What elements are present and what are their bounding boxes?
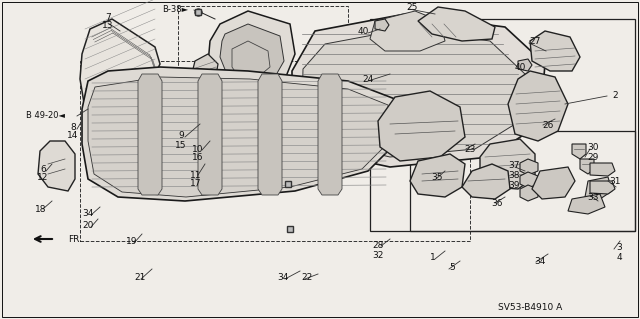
Text: 23: 23 [464,145,476,153]
Text: 34: 34 [534,256,546,265]
Polygon shape [208,11,295,104]
Polygon shape [520,185,538,201]
Text: 21: 21 [134,273,146,283]
Polygon shape [138,74,162,195]
Text: B 49-20◄: B 49-20◄ [26,112,65,121]
Polygon shape [302,29,525,157]
Text: 25: 25 [406,3,418,11]
Text: 1: 1 [430,254,436,263]
Text: 32: 32 [372,250,384,259]
Polygon shape [590,181,615,194]
Text: 31: 31 [609,176,621,186]
Bar [410,131,635,231]
Text: 34: 34 [83,210,93,219]
Polygon shape [258,74,282,195]
Polygon shape [378,91,465,161]
Polygon shape [520,172,538,188]
Text: 38: 38 [508,172,520,181]
Text: 35: 35 [431,174,443,182]
Polygon shape [462,164,510,199]
Text: 12: 12 [37,174,49,182]
Polygon shape [198,74,222,195]
Text: 11: 11 [190,170,202,180]
Polygon shape [88,77,390,197]
Text: 6: 6 [40,165,46,174]
Text: 26: 26 [542,121,554,130]
Polygon shape [580,159,594,174]
Bar [370,19,635,231]
Text: 20: 20 [83,221,93,231]
Polygon shape [410,154,465,197]
Text: 19: 19 [126,238,138,247]
Text: 2: 2 [612,92,618,100]
Polygon shape [370,11,445,51]
Polygon shape [418,7,495,41]
Text: 8: 8 [70,122,76,131]
Bar [178,6,348,141]
Text: 37: 37 [508,161,520,170]
Text: 27: 27 [529,36,541,46]
Text: 18: 18 [35,204,47,213]
Text: 3: 3 [616,242,622,251]
Text: 15: 15 [175,140,187,150]
Text: FR.: FR. [68,234,82,243]
Polygon shape [292,14,545,167]
Polygon shape [530,31,580,71]
Text: 10: 10 [192,145,204,153]
Text: 40: 40 [357,26,369,35]
Polygon shape [520,159,538,175]
Text: 16: 16 [192,153,204,162]
Polygon shape [508,71,568,141]
Text: 39: 39 [508,182,520,190]
Text: 24: 24 [362,75,374,84]
Bar [80,61,470,241]
Polygon shape [375,19,389,31]
Text: 22: 22 [301,273,312,283]
Polygon shape [198,124,232,144]
Text: 34: 34 [277,273,289,283]
Text: 33: 33 [588,192,599,202]
Text: 14: 14 [67,131,79,140]
Polygon shape [585,177,612,199]
Polygon shape [568,194,605,214]
Polygon shape [38,141,75,191]
Polygon shape [80,19,160,129]
Text: 5: 5 [449,263,455,272]
Polygon shape [82,67,398,201]
Polygon shape [572,144,586,159]
Text: B-38►: B-38► [162,5,188,14]
Polygon shape [590,163,615,176]
Polygon shape [480,139,535,189]
Text: SV53-B4910 A: SV53-B4910 A [498,302,562,311]
Text: 30: 30 [588,143,599,152]
Text: 36: 36 [492,198,503,207]
Text: 28: 28 [372,241,384,249]
Polygon shape [200,94,230,127]
Polygon shape [318,74,342,195]
Text: 7: 7 [105,12,111,21]
Text: 40: 40 [515,63,525,72]
Text: 4: 4 [616,253,622,262]
Text: 17: 17 [190,180,202,189]
Text: 29: 29 [588,152,598,161]
Polygon shape [532,167,575,199]
Polygon shape [190,54,218,94]
Polygon shape [518,59,532,71]
Text: 13: 13 [102,21,114,31]
Polygon shape [220,24,284,89]
Text: 9: 9 [178,131,184,140]
